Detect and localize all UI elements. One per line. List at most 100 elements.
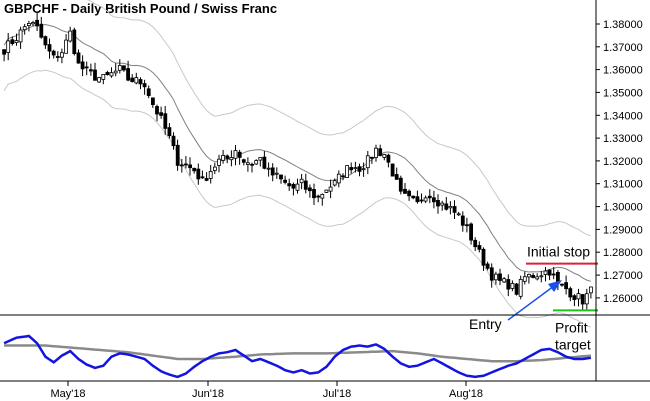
candle-body-down bbox=[369, 156, 374, 159]
entry-arrow-head bbox=[548, 280, 562, 292]
candle bbox=[51, 49, 56, 59]
candle bbox=[200, 170, 205, 179]
price-tick-label: 1.31000 bbox=[603, 179, 643, 191]
candle-body-down bbox=[303, 180, 308, 190]
candle-body-down bbox=[307, 187, 312, 192]
candle bbox=[245, 157, 250, 172]
candle-body-down bbox=[378, 148, 383, 156]
candle-body-up bbox=[221, 154, 226, 161]
candle bbox=[138, 77, 143, 90]
candle-body-down bbox=[514, 283, 519, 295]
profit-target-label: target bbox=[555, 336, 591, 352]
candle-body-up bbox=[576, 293, 581, 300]
candle bbox=[411, 195, 416, 200]
candle bbox=[394, 167, 399, 180]
candle bbox=[76, 49, 81, 64]
candle bbox=[18, 26, 23, 49]
candle bbox=[171, 132, 176, 150]
candle-body-down bbox=[179, 164, 184, 167]
time-tick-label: Jul'18 bbox=[323, 388, 351, 400]
candle-body-up bbox=[527, 273, 531, 278]
candle bbox=[237, 149, 242, 165]
candle bbox=[390, 163, 395, 177]
candle-body-down bbox=[250, 163, 255, 166]
candle bbox=[299, 174, 304, 190]
entry-arrow-shaft bbox=[507, 282, 559, 321]
candle bbox=[361, 162, 366, 177]
candle-body-up bbox=[539, 275, 544, 278]
candle-body-up bbox=[18, 29, 23, 43]
candle bbox=[146, 85, 151, 99]
candle-body-up bbox=[320, 193, 325, 199]
candle-body-down bbox=[47, 44, 52, 52]
candle bbox=[584, 288, 589, 310]
candle-body-down bbox=[531, 274, 535, 278]
candle-body-up bbox=[440, 202, 445, 206]
candle bbox=[2, 49, 6, 62]
candle-body-up bbox=[26, 22, 31, 26]
candle-body-up bbox=[258, 157, 263, 161]
candle bbox=[460, 211, 465, 232]
candle bbox=[196, 163, 201, 185]
candle bbox=[117, 59, 122, 74]
candle bbox=[560, 283, 564, 287]
candle-body-up bbox=[14, 40, 19, 43]
candle bbox=[489, 263, 494, 288]
candle bbox=[130, 74, 135, 83]
candle-body-down bbox=[287, 183, 292, 187]
candle bbox=[551, 266, 556, 280]
candle bbox=[291, 182, 296, 196]
candle bbox=[440, 200, 445, 211]
candle-body-down bbox=[465, 224, 469, 227]
price-candles bbox=[2, 12, 593, 310]
candle-body-down bbox=[204, 178, 209, 181]
time-tick-label: Aug'18 bbox=[449, 388, 483, 400]
candle-body-down bbox=[35, 19, 39, 27]
candle-body-down bbox=[55, 56, 60, 58]
candle-body-up bbox=[353, 167, 358, 170]
candle-body-down bbox=[183, 163, 188, 166]
candle-body-down bbox=[2, 49, 6, 55]
candle bbox=[473, 237, 478, 251]
candle bbox=[427, 189, 432, 204]
entry-label: Entry bbox=[469, 316, 502, 332]
candle bbox=[589, 286, 593, 299]
candle bbox=[212, 162, 217, 174]
candle bbox=[55, 51, 60, 62]
candle bbox=[448, 201, 453, 215]
candle-body-down bbox=[431, 197, 436, 203]
candle bbox=[477, 241, 482, 253]
price-tick-label: 1.33000 bbox=[603, 133, 643, 145]
candle-body-down bbox=[564, 282, 568, 290]
candle bbox=[539, 271, 544, 283]
candle-body-down bbox=[150, 97, 155, 106]
candle-body-down bbox=[241, 159, 246, 163]
candle bbox=[531, 273, 535, 279]
candle-body-down bbox=[481, 248, 486, 266]
candle bbox=[547, 269, 552, 281]
candle bbox=[386, 153, 391, 168]
candle-body-down bbox=[175, 144, 180, 166]
candle-body-down bbox=[262, 156, 267, 169]
candle bbox=[270, 163, 275, 182]
candle-body-down bbox=[560, 283, 564, 286]
profit-target-label: Profit bbox=[555, 319, 588, 335]
candle bbox=[101, 74, 106, 85]
candle-body-up bbox=[543, 270, 548, 275]
candle bbox=[97, 76, 101, 83]
candle bbox=[64, 34, 68, 54]
lower-band-line bbox=[3, 69, 592, 328]
candle-body-down bbox=[80, 61, 85, 70]
candle-body-down bbox=[312, 188, 316, 199]
candle bbox=[113, 63, 118, 77]
candle-body-down bbox=[349, 167, 354, 171]
candle-body-up bbox=[336, 173, 341, 184]
candle bbox=[266, 162, 271, 177]
candle-body-up bbox=[208, 170, 213, 179]
candle bbox=[225, 154, 230, 164]
candle bbox=[84, 61, 89, 76]
candle bbox=[134, 72, 139, 85]
candle-body-down bbox=[188, 164, 193, 169]
